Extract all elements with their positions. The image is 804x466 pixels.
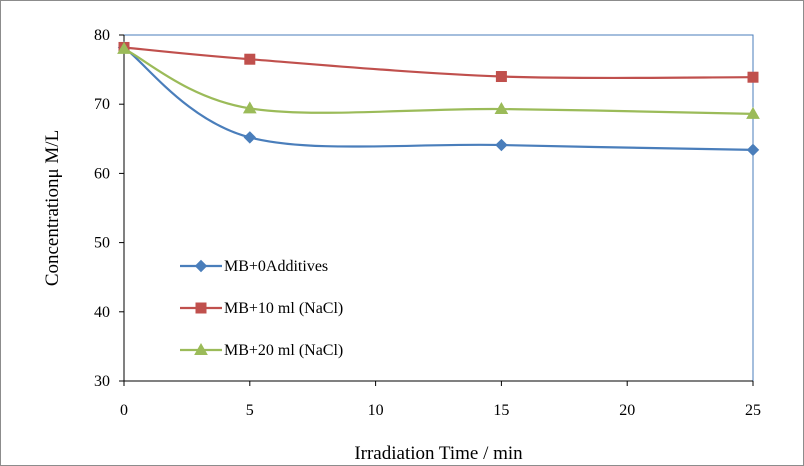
x-tick-label: 5 — [246, 402, 254, 419]
legend-entry: MB+10 ml (NaCl) — [180, 300, 343, 317]
x-tick-label: 15 — [493, 402, 509, 419]
data-point — [242, 101, 257, 114]
legend-marker — [194, 259, 208, 273]
data-point — [495, 71, 507, 83]
y-tick-label: 30 — [94, 373, 110, 390]
x-axis-title: Irradiation Time / min — [354, 443, 523, 464]
y-tick-label: 40 — [94, 304, 110, 321]
data-point — [495, 138, 508, 152]
series-line — [123, 47, 754, 115]
legend-label: MB+20 ml (NaCl) — [224, 342, 343, 359]
series-line — [123, 46, 754, 80]
legend-entry: MB+20 ml (NaCl) — [180, 342, 343, 359]
y-tick-label: 80 — [94, 27, 110, 44]
x-tick-label: 25 — [745, 402, 761, 419]
series-3 — [117, 41, 760, 119]
data-point — [117, 41, 131, 54]
y-tick-label: 60 — [94, 165, 110, 182]
legend: MB+0Additives MB+10 ml (NaCl) MB+20 ml (Na… — [180, 258, 343, 359]
legend-marker — [195, 302, 207, 314]
series-line — [123, 46, 754, 151]
legend-label: MB+0Additives — [224, 258, 328, 275]
x-tick-label: 0 — [120, 402, 128, 419]
data-point — [244, 53, 256, 65]
data-point — [746, 143, 760, 157]
axes: 30 40 50 60 70 80 0 5 10 15 20 25 — [94, 27, 761, 419]
y-tick-label: 50 — [94, 235, 110, 252]
data-point — [243, 131, 257, 144]
x-tick-label: 10 — [368, 402, 384, 419]
data-point — [746, 106, 760, 119]
y-tick-label: 70 — [94, 96, 110, 113]
legend-entry: MB+0Additives — [180, 258, 328, 275]
series-layer — [117, 41, 760, 157]
plot-area — [123, 34, 754, 382]
y-axis-title: Concentrationμ M/L — [42, 130, 63, 286]
legend-label: MB+10 ml (NaCl) — [224, 300, 343, 317]
data-point — [747, 71, 759, 83]
legend-marker — [194, 342, 208, 355]
data-point — [494, 102, 509, 115]
x-tick-label: 20 — [619, 402, 635, 419]
